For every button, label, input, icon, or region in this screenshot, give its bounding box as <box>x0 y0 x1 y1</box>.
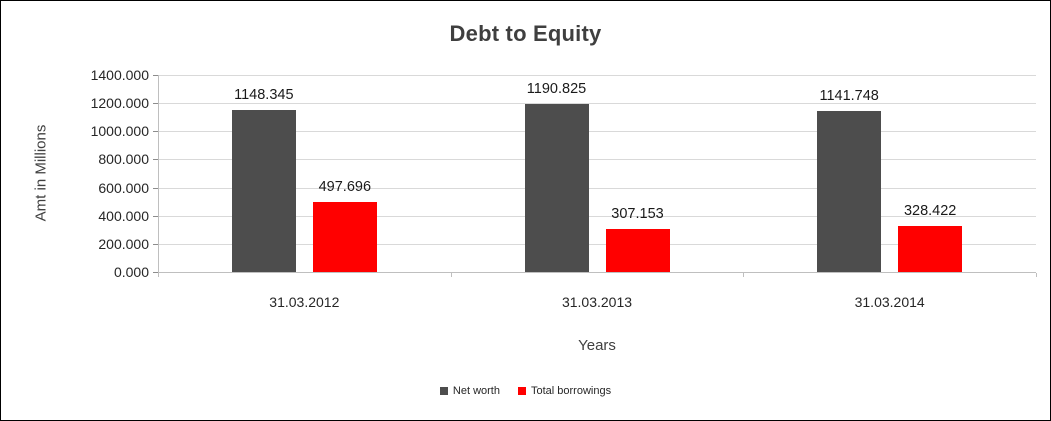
x-axis-title: Years <box>578 337 616 354</box>
gridline <box>158 131 1036 133</box>
bar-net-worth <box>524 104 589 272</box>
y-axis-tick-label: 600.000 <box>98 179 149 196</box>
y-axis-tick-mark <box>153 159 158 161</box>
y-axis-tick-label: 1200.000 <box>90 95 149 112</box>
gridline <box>158 159 1036 161</box>
legend-item-net-worth: Net worth <box>439 385 500 397</box>
x-axis-tick-mark <box>450 273 452 277</box>
y-axis-tick-label: 800.000 <box>98 151 149 168</box>
bar-net-worth <box>817 111 882 272</box>
y-axis-tick-mark <box>153 243 158 245</box>
legend-swatch-net-worth <box>439 387 448 395</box>
x-axis-category-label: 31.03.2013 <box>561 294 633 310</box>
x-axis-category-label: 31.03.2014 <box>854 294 925 310</box>
chart-title: Debt to Equity <box>449 21 602 46</box>
gridline <box>158 187 1036 189</box>
data-label-total-borrowings: 328.422 <box>903 202 957 219</box>
gridline <box>158 75 1036 76</box>
y-axis-tick-label: 400.000 <box>98 207 149 224</box>
gridline <box>158 215 1036 217</box>
data-label-total-borrowings: 497.696 <box>318 178 372 195</box>
legend: Net worth Total borrowings <box>1 385 1050 397</box>
y-axis-tick-label: 200.000 <box>98 235 149 252</box>
legend-item-total-borrowings: Total borrowings <box>517 385 612 397</box>
y-axis-tick-label: 1400.000 <box>90 67 149 83</box>
y-axis-tick-mark <box>153 131 158 133</box>
y-axis-tick-mark <box>153 103 158 105</box>
bar-total-borrowings <box>312 201 377 272</box>
y-axis-tick-mark <box>153 187 158 189</box>
gridline <box>158 103 1036 105</box>
x-axis-tick-mark <box>743 273 745 277</box>
data-label-net-worth: 1148.345 <box>234 87 294 104</box>
y-axis-tick-mark <box>153 215 158 217</box>
gridline <box>158 243 1036 245</box>
y-axis-tick-label: 1000.000 <box>90 123 149 140</box>
x-axis-tick-mark <box>158 273 159 277</box>
y-axis-tick-label: 0.000 <box>113 264 149 280</box>
bar-net-worth <box>231 110 296 272</box>
y-axis-tick-mark <box>153 272 158 273</box>
legend-label-total-borrowings: Total borrowings <box>530 385 612 397</box>
x-axis-tick-mark <box>1036 273 1037 277</box>
y-axis-line <box>158 75 159 272</box>
bar-total-borrowings <box>605 228 670 272</box>
data-label-total-borrowings: 307.153 <box>611 205 664 222</box>
x-axis-category-label: 31.03.2012 <box>269 294 340 310</box>
bar-total-borrowings <box>898 225 963 272</box>
y-axis-tick-mark <box>153 75 158 76</box>
legend-label-net-worth: Net worth <box>452 385 500 397</box>
data-label-net-worth: 1141.748 <box>819 88 879 105</box>
data-label-net-worth: 1190.825 <box>526 81 587 98</box>
legend-swatch-total-borrowings <box>517 387 526 395</box>
x-axis-line <box>158 272 1036 273</box>
